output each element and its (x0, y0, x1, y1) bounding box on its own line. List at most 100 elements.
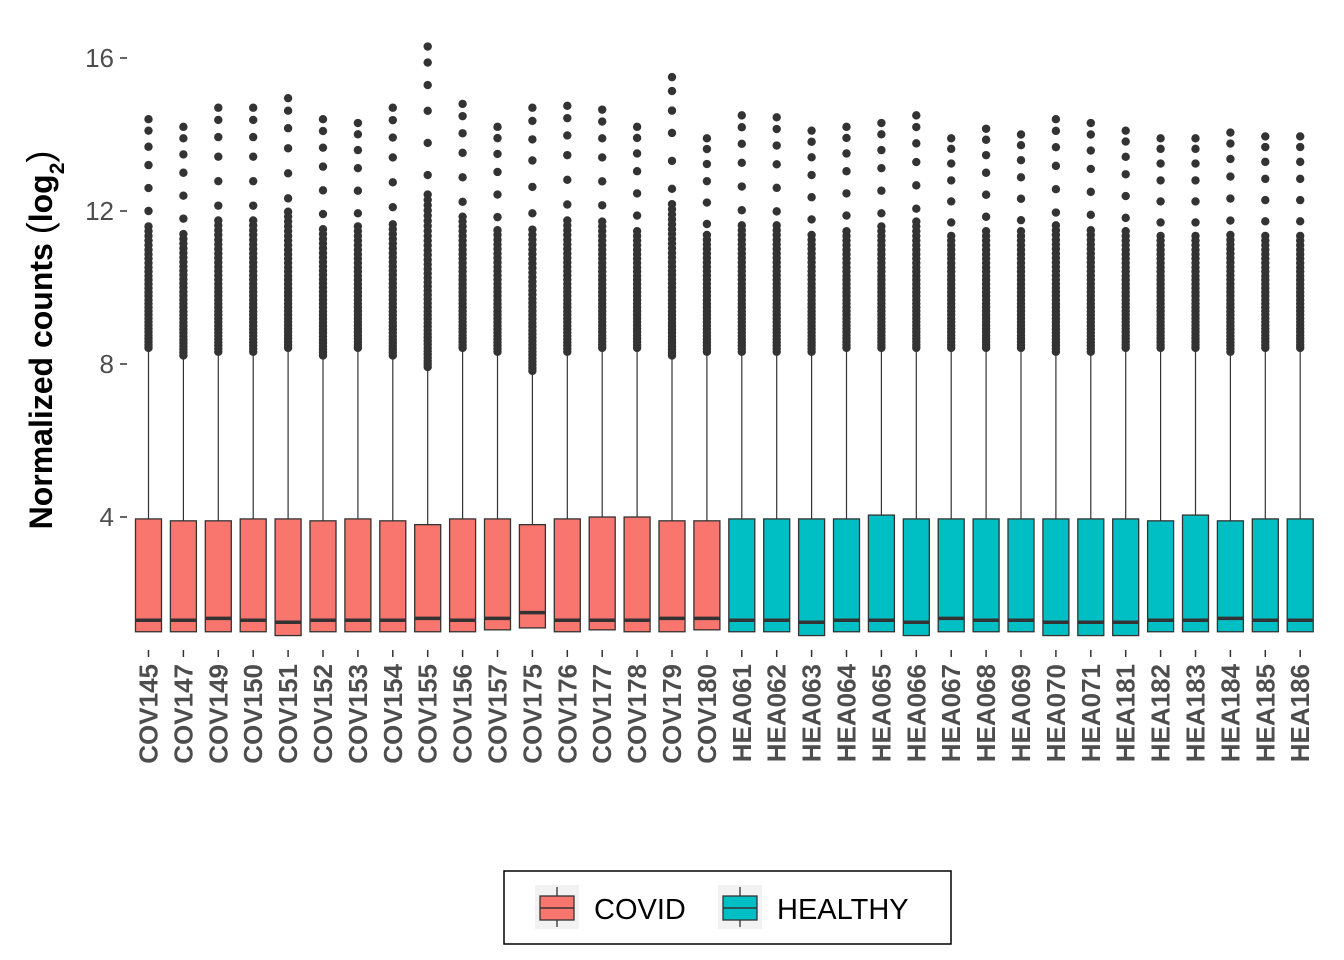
outlier-point (388, 115, 397, 125)
outlier-point (877, 130, 886, 139)
x-tick-label: COV150 (238, 664, 268, 764)
outlier-point (214, 176, 223, 186)
x-tick-label: HEA071 (1076, 664, 1106, 762)
box-hea068 (972, 518, 1000, 633)
outlier-point (1086, 130, 1096, 139)
outlier-point (563, 200, 572, 209)
outlier-point (1156, 159, 1165, 168)
outlier-point (912, 217, 921, 226)
outlier-point (493, 190, 502, 199)
outlier-point (912, 181, 921, 190)
outlier-point (737, 182, 746, 191)
outlier-point (912, 139, 921, 148)
outlier-point (1226, 216, 1235, 225)
outlier-point (1261, 217, 1270, 226)
box-cov153 (344, 518, 372, 633)
outlier-point-max (947, 134, 956, 143)
outlier-point (981, 135, 991, 144)
outlier-point (458, 197, 467, 207)
outlier-point (318, 126, 328, 136)
outlier-point-max (1051, 115, 1061, 124)
outlier-point (214, 115, 223, 125)
outlier-point (388, 133, 397, 142)
outlier-point (667, 156, 677, 166)
outlier-point-max (353, 118, 363, 128)
outlier-point (737, 158, 746, 168)
outlier-point-max (912, 111, 921, 120)
outlier-point (1051, 161, 1061, 171)
x-tick-label: COV153 (343, 664, 373, 764)
outlier-point (598, 177, 607, 186)
outlier-point (981, 168, 991, 177)
outlier-point (807, 230, 816, 240)
outlier-point (493, 133, 502, 143)
outlier-point (179, 229, 188, 239)
outlier-point (807, 193, 816, 202)
outlier-point (667, 184, 677, 194)
outlier-point (283, 169, 293, 178)
outlier-point (1191, 159, 1200, 168)
outlier-point-max (249, 103, 258, 112)
boxes (134, 514, 1314, 637)
outlier-point (1121, 152, 1130, 162)
outlier-point (807, 170, 816, 180)
x-tick-label: COV149 (203, 664, 233, 764)
outlier-point (1086, 164, 1096, 174)
outlier-point (283, 207, 293, 216)
outlier-point (179, 214, 188, 223)
outlier-point (702, 230, 712, 240)
outlier-point (528, 135, 537, 144)
outlier-point (1016, 173, 1026, 182)
outlier-point-max (702, 134, 712, 143)
outlier-point (842, 133, 851, 143)
outlier-point (423, 190, 432, 199)
outlier-point (667, 86, 677, 96)
box-hea064 (832, 518, 861, 633)
box-hea181 (1112, 518, 1140, 637)
outlier-point (423, 80, 432, 90)
outlier-point (1261, 174, 1270, 184)
box-hea066 (902, 518, 930, 637)
outlier-point (981, 226, 991, 236)
outlier-point-max (1121, 126, 1130, 135)
outlier-point (318, 143, 328, 152)
outlier-point (632, 149, 642, 158)
outlier-point (353, 163, 363, 173)
outlier-point (528, 156, 537, 165)
outlier-point (947, 197, 956, 206)
outlier-point (179, 168, 188, 177)
outlier-point-max (632, 122, 642, 132)
box-cov157 (483, 518, 512, 631)
outlier-point-max (388, 103, 397, 112)
outlier-point (947, 231, 956, 241)
outlier-point (353, 186, 363, 195)
whiskers (147, 348, 1301, 525)
box-cov176 (553, 518, 581, 633)
legend: COVID HEALTHY (503, 870, 952, 945)
outlier-point (1086, 187, 1096, 197)
outlier-point (563, 175, 572, 185)
outlier-point-max (1016, 130, 1026, 139)
box-hea067 (937, 518, 965, 633)
outlier-point (388, 220, 397, 229)
outlier-point-max (1261, 132, 1270, 141)
legend-label-healthy: HEALTHY (777, 894, 909, 926)
box-cov151 (274, 518, 302, 637)
outlier-point (1086, 210, 1096, 220)
outlier-point (283, 144, 293, 153)
box-hea063 (797, 518, 826, 637)
outlier-point (144, 183, 153, 193)
outlier-point-max (737, 111, 746, 120)
outlier-point (493, 149, 502, 159)
outlier-point (667, 128, 677, 138)
outlier-point (807, 153, 816, 162)
outlier-point (1051, 184, 1061, 194)
outlier-point-max (458, 99, 467, 109)
outlier-point (318, 209, 328, 219)
outlier-point (528, 182, 537, 192)
outlier-point (283, 106, 293, 115)
outlier-point (423, 138, 432, 148)
outlier-point (214, 132, 223, 142)
outlier-point (702, 144, 712, 154)
